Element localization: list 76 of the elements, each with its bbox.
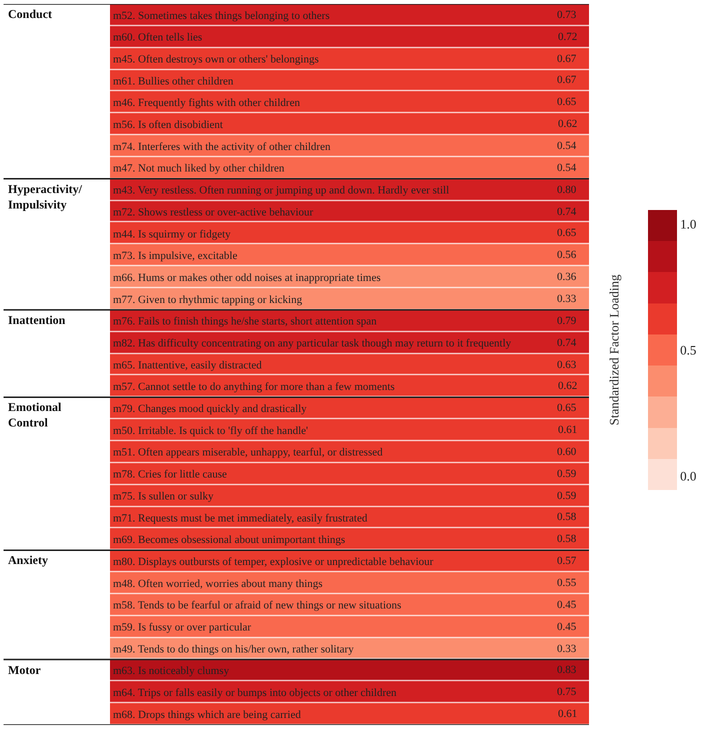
y-tick-label: m80. Displays outbursts of temper, explosive or unpredictable behaviour xyxy=(113,556,434,568)
y-tick-label: m71. Requests must be met immediately, easily frustrated xyxy=(113,512,368,524)
y-tick-label: m63. Is noticeably clumsy xyxy=(113,665,230,678)
data-label: 0.74 xyxy=(557,206,577,218)
data-label: 0.72 xyxy=(558,31,578,43)
y2-tick-label: Hyperactivity/ Impulsivity xyxy=(8,182,83,212)
y-tick-label: m68. Drops things which are being carried xyxy=(113,708,302,721)
data-label: 0.79 xyxy=(557,315,577,327)
y-tick-label: m58. Tends to be fearful or afraid of new things or new situations xyxy=(113,600,402,612)
y-tick-label: m52. Sometimes takes things belonging to others xyxy=(113,10,330,22)
data-label: 0.75 xyxy=(557,686,577,698)
data-label: 0.74 xyxy=(557,337,577,349)
data-label: 0.33 xyxy=(557,293,577,305)
y-tick-label: m48. Often worried, worries about many things xyxy=(113,578,323,590)
data-label: 0.36 xyxy=(557,271,577,283)
y-tick-label: m50. Irritable. Is quick to 'fly off the handle' xyxy=(113,424,308,437)
data-label: 0.57 xyxy=(557,555,577,567)
y-tick-label: m46. Frequently fights with other children xyxy=(113,97,300,110)
y-tick-label: m82. Has difficulty concentrating on any particular task though may return to it frequently xyxy=(113,338,512,350)
y2-tick-label: Conduct xyxy=(8,7,52,21)
data-label: 0.80 xyxy=(557,184,577,196)
y-tick-label: m69. Becomes obsessional about unimportant things xyxy=(113,534,346,546)
data-label: 0.59 xyxy=(557,490,577,502)
y-tick-label: m78. Cries for little cause xyxy=(113,468,228,481)
y-tick-label: m60. Often tells lies xyxy=(113,32,202,44)
color-bar-title: Standardized Factor Loading xyxy=(606,274,622,426)
y-tick-label: m72. Shows restless or over-active behaviour xyxy=(113,206,314,218)
y-tick-label: m74. Interferes with the activity of other children xyxy=(113,140,331,153)
data-label: 0.65 xyxy=(557,402,577,414)
data-label: 0.45 xyxy=(557,599,577,611)
data-label: 0.62 xyxy=(558,118,578,130)
y-tick-label: m45. Often destroys own or others' belongings xyxy=(113,53,319,66)
data-label: 0.67 xyxy=(557,53,577,65)
data-label: 0.67 xyxy=(557,74,577,86)
data-label: 0.56 xyxy=(557,249,577,261)
data-label: 0.58 xyxy=(557,511,577,523)
data-label: 0.63 xyxy=(557,359,577,371)
data-label: 0.62 xyxy=(558,380,578,392)
y-tick-label: m65. Inattentive, easily distracted xyxy=(113,359,262,372)
y-tick-label: m75. Is sullen or sulky xyxy=(113,490,214,502)
y-tick-label: m56. Is often disobidient xyxy=(113,119,223,132)
data-label: 0.73 xyxy=(557,9,577,21)
data-label: 0.83 xyxy=(557,664,577,676)
data-label: 0.54 xyxy=(557,140,577,152)
y-tick-label: m64. Trips or falls easily or bumps into objects or other children xyxy=(113,687,398,700)
y2-tick-label: Motor xyxy=(8,663,42,677)
y-tick-label: m49. Tends to do things on his/her own, rather solitary xyxy=(113,643,354,656)
y-tick-label: m66. Hums or makes other odd noises at inappropriate times xyxy=(113,272,381,284)
data-label: 0.60 xyxy=(557,446,577,458)
data-label: 0.33 xyxy=(557,643,577,655)
y-tick-label: m59. Is fussy or over particular xyxy=(113,622,252,634)
y-tick-label: m57. Cannot settle to do anything for more than a few moments xyxy=(113,381,395,394)
y2-tick-label: Anxiety xyxy=(8,553,48,567)
y-tick-label: m76. Fails to finish things he/she starts, short attention span xyxy=(113,316,378,328)
color-bar-label: 1.0 xyxy=(680,216,696,232)
color-bar-label: 0.0 xyxy=(680,468,696,484)
y-tick-label: m73. Is impulsive, excitable xyxy=(113,250,238,262)
y-tick-label: m79. Changes mood quickly and drastically xyxy=(113,403,308,416)
data-label: 0.59 xyxy=(557,468,577,480)
color-bar-label: 0.5 xyxy=(680,342,696,358)
data-label: 0.58 xyxy=(557,533,577,545)
data-label: 0.65 xyxy=(557,227,577,239)
y2-tick-label: Inattention xyxy=(8,313,66,327)
data-label: 0.61 xyxy=(558,424,578,436)
y-tick-label: m61. Bullies other children xyxy=(113,75,234,88)
y-tick-label: m47. Not much liked by other children xyxy=(113,162,285,175)
y-tick-label: m43. Very restless. Often running or jumping up and down. Hardly ever still xyxy=(113,184,450,197)
y2-tick-label: Emotional Control xyxy=(8,400,62,430)
data-label: 0.54 xyxy=(557,162,577,174)
y-tick-label: m51. Often appears miserable, unhappy, tearful, or distressed xyxy=(113,446,384,459)
data-label: 0.45 xyxy=(557,621,577,633)
y-tick-label: m44. Is squirmy or fidgety xyxy=(113,228,232,240)
data-label: 0.55 xyxy=(557,577,577,589)
data-label: 0.61 xyxy=(558,708,578,720)
y-tick-label: m77. Given to rhythmic tapping or kicking xyxy=(113,294,303,306)
data-label: 0.65 xyxy=(557,96,577,108)
